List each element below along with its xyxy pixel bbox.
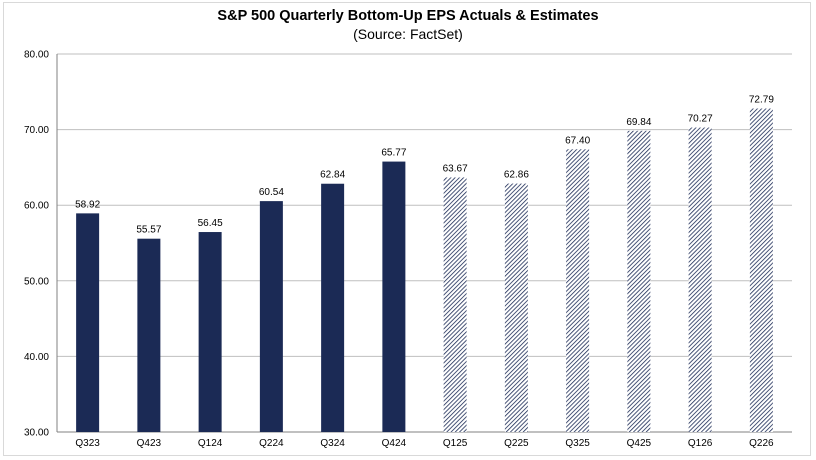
- x-tick-label: Q424: [382, 438, 407, 449]
- y-tick-label: 30.00: [24, 428, 49, 439]
- data-label: 72.79: [749, 95, 774, 106]
- bar-actual: [321, 183, 345, 432]
- chart-frame: [3, 2, 811, 456]
- y-tick-label: 50.00: [24, 276, 49, 287]
- bar-estimate: [566, 149, 590, 433]
- x-tick-label: Q324: [320, 438, 345, 449]
- chart-title: S&P 500 Quarterly Bottom-Up EPS Actuals …: [217, 8, 599, 24]
- x-tick-label: Q226: [749, 438, 774, 449]
- bar-estimate: [443, 177, 467, 432]
- y-tick-label: 40.00: [24, 352, 49, 363]
- bar-actual: [382, 161, 406, 432]
- y-tick-label: 60.00: [24, 201, 49, 212]
- data-label: 60.54: [259, 187, 284, 198]
- x-tick-label: Q126: [688, 438, 713, 449]
- data-label: 65.77: [381, 148, 406, 159]
- bar-actual: [76, 213, 100, 432]
- x-tick-label: Q425: [627, 438, 652, 449]
- bar-estimate: [688, 127, 712, 432]
- data-label: 67.40: [565, 135, 590, 146]
- chart-subtitle: (Source: FactSet): [353, 26, 463, 42]
- x-tick-label: Q325: [565, 438, 590, 449]
- data-label: 56.45: [198, 218, 223, 229]
- x-tick-label: Q423: [137, 438, 162, 449]
- data-label: 55.57: [136, 225, 161, 236]
- data-label: 69.84: [626, 117, 651, 128]
- bar-actual: [137, 238, 161, 432]
- data-label: 63.67: [443, 163, 468, 174]
- y-tick-label: 80.00: [24, 50, 49, 61]
- bar-estimate: [749, 108, 773, 432]
- bar-estimate: [504, 183, 528, 432]
- data-label: 58.92: [75, 199, 100, 210]
- x-tick-label: Q124: [198, 438, 223, 449]
- x-tick-label: Q125: [443, 438, 468, 449]
- data-label: 62.84: [320, 170, 345, 181]
- bar-actual: [198, 232, 222, 432]
- data-label: 70.27: [688, 114, 713, 125]
- bar-estimate: [627, 130, 651, 432]
- x-tick-label: Q225: [504, 438, 529, 449]
- data-label: 62.86: [504, 170, 529, 181]
- y-tick-label: 70.00: [24, 125, 49, 136]
- x-tick-label: Q224: [259, 438, 284, 449]
- bar-actual: [259, 201, 283, 432]
- x-tick-label: Q323: [75, 438, 100, 449]
